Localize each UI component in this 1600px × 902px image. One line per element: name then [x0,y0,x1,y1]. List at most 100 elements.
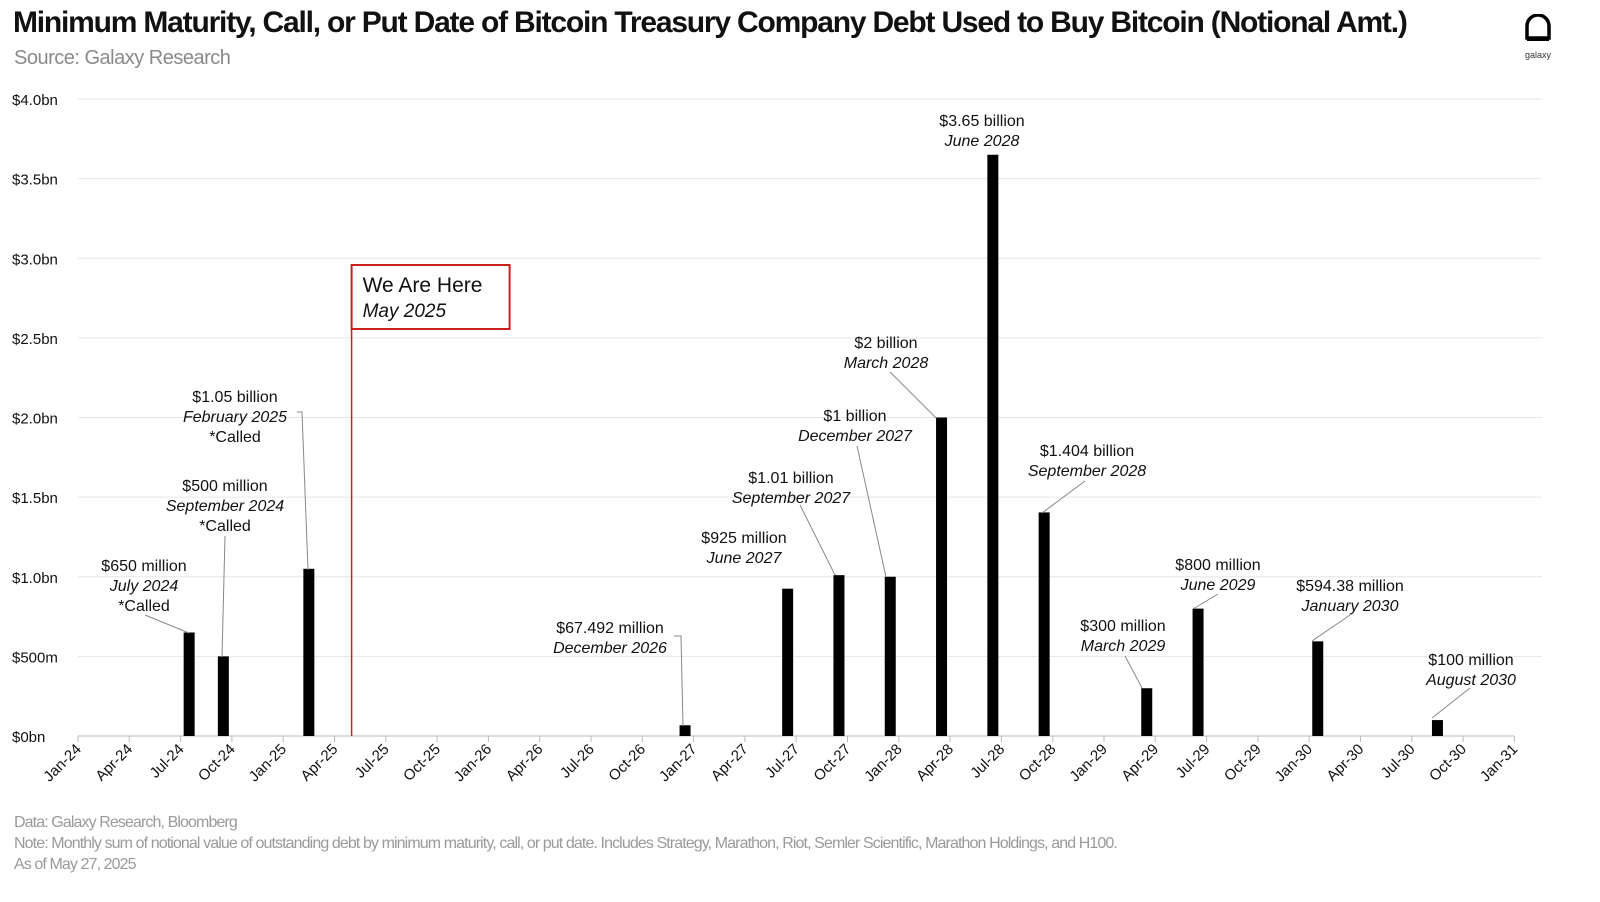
x-tick-label: Jan-28 [861,741,905,785]
data-label: $1.404 billion [1040,443,1134,460]
note: Note: Monthly sum of notional value of o… [14,835,1118,852]
x-tick-label: Jan-25 [246,741,290,785]
bar-2028-09 [1038,512,1050,736]
leader-line [1311,614,1351,642]
x-tick-label: Jul-24 [147,741,188,782]
leader-line [1124,655,1143,689]
galaxy-logo-icon [1525,13,1551,41]
data-label: $800 million [1175,557,1260,574]
x-tick-label: Jul-27 [762,741,803,782]
x-tick-label: Jul-28 [967,741,1008,782]
data-label: $650 million [101,558,186,575]
bar-2029-06 [1192,608,1204,736]
x-tick-label: Apr-30 [1323,741,1367,785]
bar-2027-06 [782,588,794,736]
data-label: *Called [209,429,261,446]
y-tick-label: $1.0bn [12,570,58,587]
bar-2028-06 [987,154,999,737]
chart-subtitle: Source: Galaxy Research [14,47,231,69]
logo-text: galaxy [1524,50,1551,60]
bar-2030-08 [1431,720,1443,736]
x-tick-label: Jan-27 [656,741,700,785]
footer-notes: Data: Galaxy Research, Bloomberg Note: M… [14,812,1118,875]
bar-2030-01 [1312,641,1324,736]
data-label: $1.05 billion [192,389,277,406]
we-are-here-label: We Are Here [363,274,483,297]
data-label: $1 billion [823,408,886,425]
x-tick-label: Apr-25 [297,741,341,785]
we-are-here-box [350,264,511,330]
bar-2027-09 [833,575,845,736]
we-are-here-date: May 2025 [363,301,447,322]
data-label: December 2026 [553,640,667,657]
chart-title: Minimum Maturity, Call, or Put Date of B… [13,6,1408,39]
data-label: January 2030 [1301,598,1399,615]
x-tick-label: Apr-24 [92,741,136,785]
y-tick-label: $1.5bn [12,490,58,507]
data-label: $300 million [1080,618,1165,635]
bar-2029-03 [1141,688,1153,736]
data-label: $925 million [701,530,786,547]
data-label: $594.38 million [1296,578,1404,595]
y-tick-label: $500m [12,649,58,666]
x-tick-label: Jul-26 [557,741,598,782]
leader-line [221,535,226,658]
data-label: $500 million [182,478,267,495]
data-label: September 2027 [732,490,851,507]
x-tick-label: Apr-29 [1118,741,1162,785]
x-tick-label: Oct-25 [400,741,444,785]
data-label: July 2024 [109,578,179,595]
galaxy-logo: galaxy [1518,13,1558,60]
leader-line [856,445,887,578]
y-tick-label: $4.0bn [12,92,58,109]
x-tick-label: Oct-29 [1221,741,1265,785]
data-label: $100 million [1428,652,1513,669]
as-of-date: As of May 27, 2025 [14,856,137,873]
leader-line [1041,480,1086,514]
bar-2028-03 [936,417,948,736]
leader-line [674,635,684,727]
bar-chart: $0bn $500m $1.0bn $1.5bn $2.0bn $2.5bn $3.0bn $… [12,92,1542,785]
leader-line [297,411,309,571]
y-tick-label: $3.0bn [12,251,58,268]
bar-2027-12 [884,576,896,736]
x-tick-label: Apr-28 [913,741,957,785]
leader-line [1431,687,1471,719]
data-label: February 2025 [183,409,287,426]
data-label: September 2028 [1028,463,1146,480]
x-tick-label: Oct-28 [1016,741,1060,785]
data-label: *Called [118,598,170,615]
y-tick-label: $0bn [12,729,45,746]
data-label: $2 billion [854,335,917,352]
x-tick-label: Jan-24 [40,741,84,785]
x-tick-label: Oct-30 [1426,741,1470,785]
bar-2024-07 [183,632,195,736]
y-tick-label: $2.0bn [12,411,58,428]
x-tick-label: Oct-26 [605,741,649,785]
data-label: September 2024 [166,498,284,515]
data-label: March 2028 [844,355,929,372]
x-tick-label: Apr-26 [503,741,547,785]
y-tick-label: $3.5bn [12,172,58,189]
data-label: *Called [199,518,251,535]
y-tick-label: $2.5bn [12,331,58,348]
leader-line [1192,593,1219,610]
x-tick-label: Jul-25 [352,741,393,782]
data-label: $1.01 billion [748,470,833,487]
data-label: $67.492 million [556,620,664,637]
data-label: June 2027 [706,550,783,567]
x-tick-label: Jan-30 [1272,741,1316,785]
x-tick-label: Jul-30 [1378,741,1419,782]
x-tick-label: Apr-27 [708,741,752,785]
x-tick-label: Jan-31 [1477,741,1521,785]
x-tick-label: Jan-26 [451,741,495,785]
bar-2025-02 [303,568,315,736]
data-label: June 2029 [1180,577,1256,594]
x-tick-label: Jan-29 [1066,741,1110,785]
bar-2024-09 [217,656,229,736]
x-tick-label: Oct-27 [810,741,854,785]
data-source: Data: Galaxy Research, Bloomberg [14,814,238,831]
x-tick-label: Jul-29 [1173,741,1214,782]
leader-line [889,371,937,419]
data-label: August 2030 [1425,672,1516,689]
